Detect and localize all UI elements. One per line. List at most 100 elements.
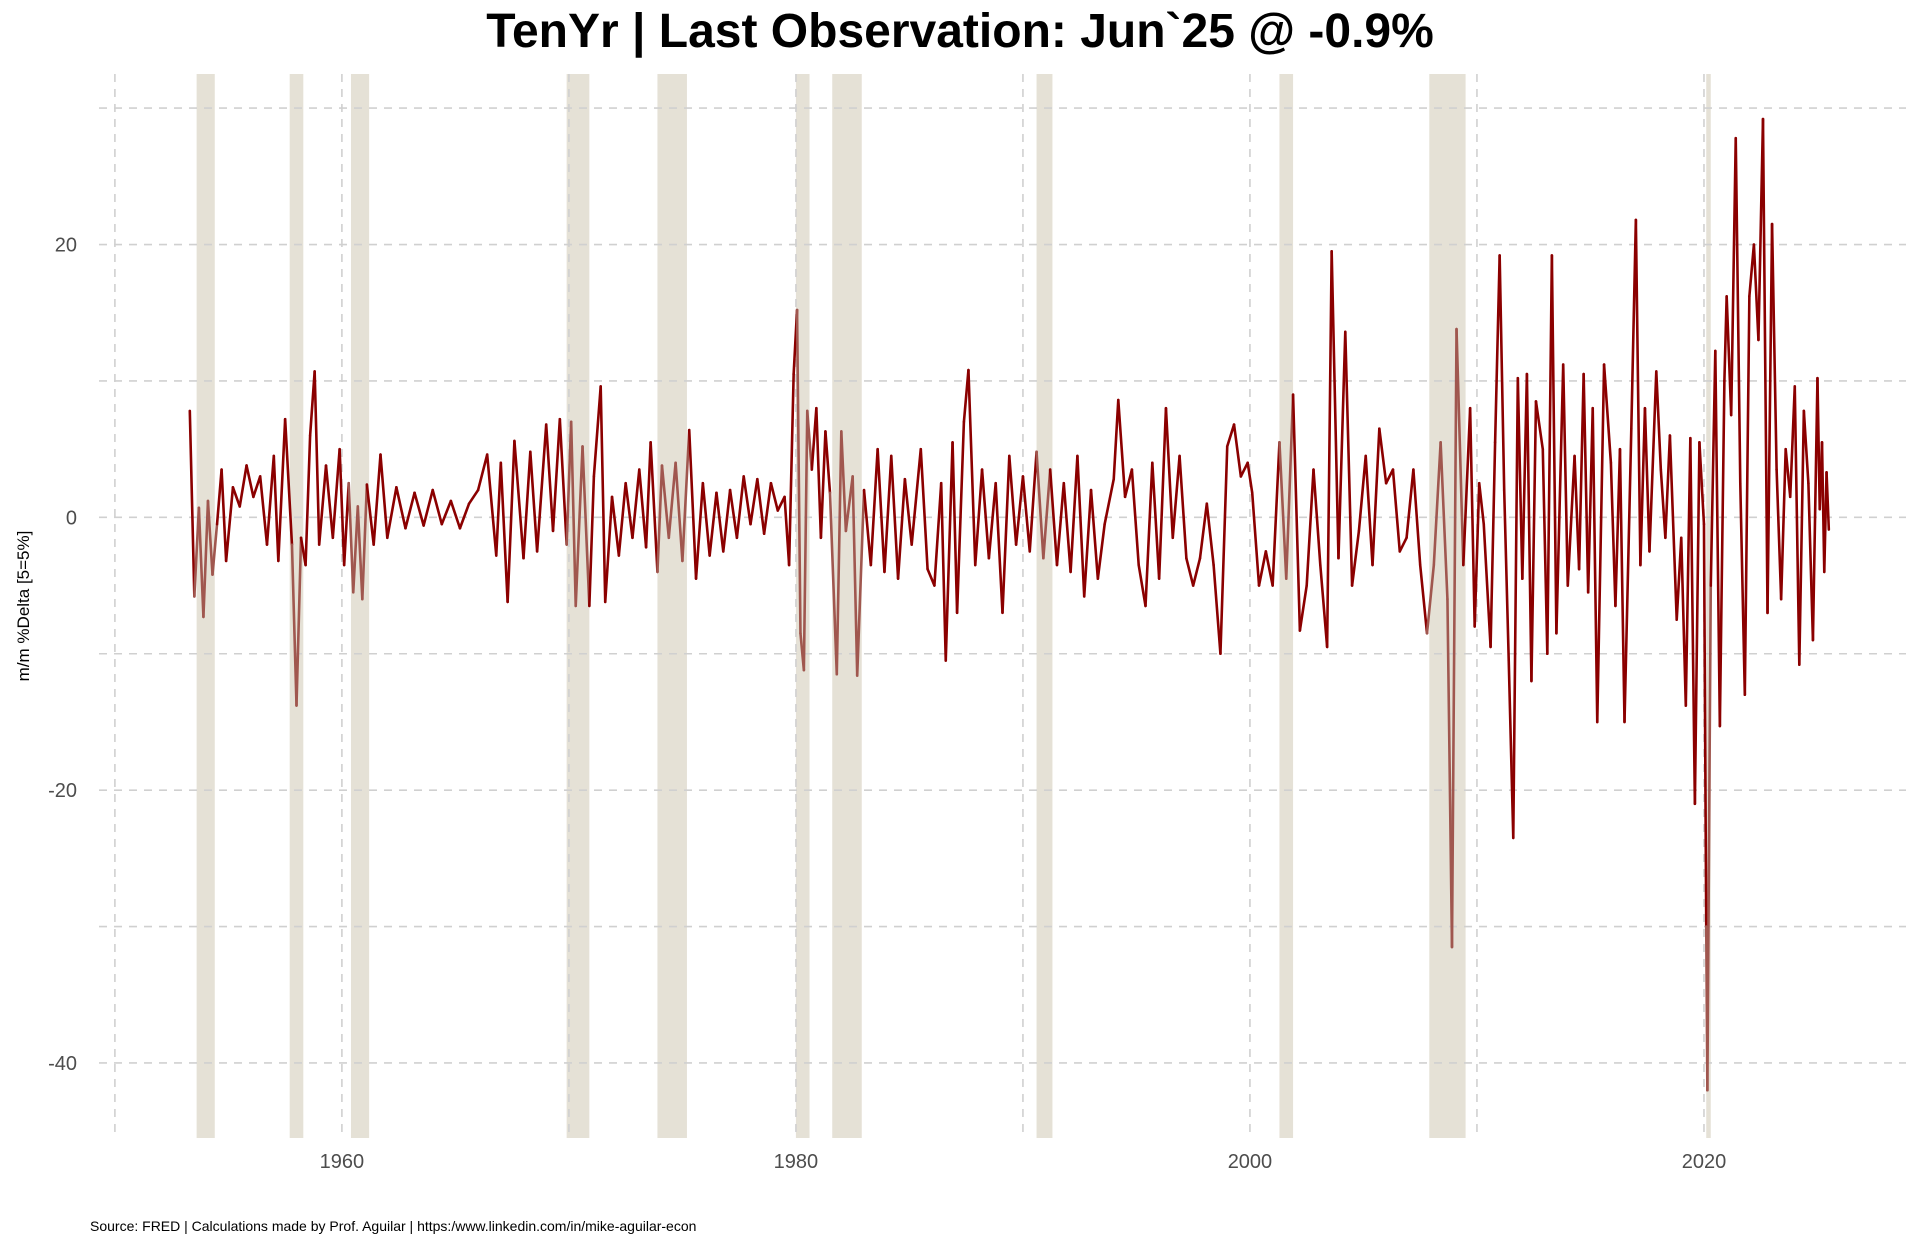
series-line-segment xyxy=(1498,254,1506,492)
series-line-segment xyxy=(277,417,287,563)
series-line-segment xyxy=(1082,488,1093,598)
series-line-segment xyxy=(769,481,780,512)
series-line-segment xyxy=(283,417,294,546)
series-line-segment xyxy=(1364,454,1374,567)
x-tick-label: 1960 xyxy=(320,1151,365,1173)
series-line-segment xyxy=(1021,475,1032,553)
series-line-segment xyxy=(1718,379,1726,728)
series-line-segment xyxy=(631,468,641,540)
series-line-segment xyxy=(610,495,621,557)
series-line-segment xyxy=(1001,454,1011,615)
series-line-segment xyxy=(649,441,659,574)
series-line-segment xyxy=(1639,406,1647,567)
series-line-segment xyxy=(828,491,839,676)
series-line-segment xyxy=(1069,454,1079,574)
series-line-segment xyxy=(1028,450,1038,553)
series-line-segment xyxy=(1425,563,1436,635)
series-line-segment xyxy=(762,481,773,536)
series-line-segment xyxy=(694,481,705,581)
series-line-segment xyxy=(1055,481,1066,567)
series-line-segment xyxy=(485,453,498,557)
series-line-segment xyxy=(1103,477,1116,526)
series-line-segment xyxy=(1555,363,1565,635)
series-line-segment xyxy=(513,439,525,560)
series-line-segment xyxy=(1702,522,1708,928)
series-line-segment xyxy=(1284,393,1295,581)
series-line-segment xyxy=(1654,370,1663,471)
series-line-segment xyxy=(1035,450,1045,560)
series-line-segment xyxy=(574,445,584,608)
series-line-segment xyxy=(1246,461,1254,495)
series-line-segment xyxy=(1766,222,1774,615)
series-line-segment xyxy=(1398,536,1408,553)
series-line-segment xyxy=(365,483,375,546)
series-line-segment xyxy=(1546,254,1554,656)
series-line-segment xyxy=(558,417,568,546)
series-line-segment xyxy=(1096,522,1106,581)
series-line-segment xyxy=(1116,398,1127,499)
series-line-segment xyxy=(1473,481,1481,628)
series-line-segment xyxy=(1239,461,1249,478)
series-line-segment xyxy=(1482,522,1492,649)
series-line-segment xyxy=(795,308,802,635)
series-line-segment xyxy=(1648,370,1658,553)
series-line-segment xyxy=(919,447,929,571)
series-line-segment xyxy=(422,488,435,527)
series-line-segment xyxy=(1477,481,1486,526)
series-line-segment xyxy=(372,453,382,546)
series-line-segment xyxy=(805,409,814,471)
series-line-segment xyxy=(1137,563,1147,608)
series-line-segment xyxy=(1412,468,1422,567)
series-line-segment xyxy=(1550,254,1558,635)
series-line-segment xyxy=(1357,454,1368,533)
series-line-segment xyxy=(1664,434,1672,540)
series-line-segment xyxy=(1634,218,1642,567)
series-line-segment xyxy=(1171,454,1181,540)
series-line-segment xyxy=(728,488,739,540)
series-line-segment xyxy=(356,505,364,601)
series-line-segment xyxy=(1205,502,1215,567)
series-line-segment xyxy=(1825,471,1831,531)
series-line-segment xyxy=(749,477,759,526)
series-line-segment xyxy=(347,481,355,594)
series-line-segment xyxy=(206,499,214,576)
series-line-segment xyxy=(840,430,848,533)
series-line-segment xyxy=(742,475,752,526)
series-line-segment xyxy=(1698,441,1706,526)
series-line-segment xyxy=(1802,409,1810,485)
recession-band xyxy=(832,74,862,1138)
series-line-segment xyxy=(1112,398,1120,481)
series-line-segment xyxy=(674,461,684,563)
series-line-segment xyxy=(1798,409,1806,666)
series-line-segment xyxy=(1516,376,1524,581)
series-line-segment xyxy=(660,464,671,540)
series-line-segment xyxy=(1729,136,1738,417)
series-line-segment xyxy=(701,481,711,557)
series-line-segment xyxy=(1291,393,1302,632)
series-line-segment xyxy=(592,385,602,478)
series-line-segment xyxy=(551,417,562,533)
series-line-segment xyxy=(395,486,407,530)
series-line-segment xyxy=(910,447,923,546)
series-line-segment xyxy=(544,423,555,533)
series-line-segment xyxy=(1668,434,1679,621)
recession-band xyxy=(795,74,810,1138)
recession-band xyxy=(1279,74,1294,1138)
series-line-segment xyxy=(1432,441,1442,567)
series-line-segment xyxy=(1618,447,1626,724)
series-line-segment xyxy=(569,420,578,608)
series-line-segment xyxy=(756,477,766,536)
series-line-segment xyxy=(324,464,335,540)
series-line-segment xyxy=(883,454,893,574)
series-line-segment xyxy=(1684,436,1692,707)
series-line-segment xyxy=(973,468,984,567)
series-line-segment xyxy=(1305,468,1315,587)
series-line-segment xyxy=(202,499,210,619)
series-line-segment xyxy=(1343,330,1354,587)
series-line-segment xyxy=(379,453,389,540)
series-line-segment xyxy=(1089,488,1100,581)
series-line-segment xyxy=(815,406,823,540)
series-line-segment xyxy=(1191,556,1202,587)
series-line-segment xyxy=(1008,454,1018,546)
series-line-segment xyxy=(987,481,997,560)
